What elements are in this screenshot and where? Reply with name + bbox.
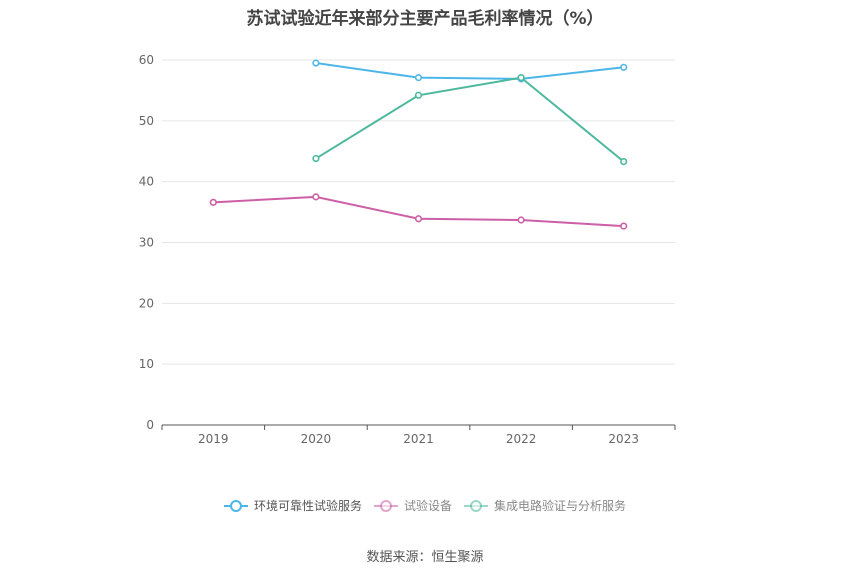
- legend-label: 试验设备: [403, 499, 452, 513]
- legend-item[interactable]: 集成电路验证与分析服务: [464, 497, 626, 514]
- series-1: [209, 193, 628, 230]
- data-point: [312, 193, 320, 201]
- data-point: [414, 74, 423, 82]
- axes: 0 10 20 30 40 50 60 2019 2020 2021 2022 2023: [139, 53, 676, 446]
- x-tick-label: 2019: [198, 432, 229, 446]
- legend-label: 环境可靠性试验服务: [253, 499, 362, 513]
- data-point: [620, 157, 628, 166]
- data-point: [517, 216, 525, 224]
- y-tick-label: 20: [139, 296, 154, 310]
- legend-line-circle-icon: [464, 499, 488, 512]
- chart-title: 苏试试验近年来部分主要产品毛利率情况（%）: [246, 9, 604, 29]
- legend: 环境可靠性试验服务 试验设备 集成电路验证与分析服务: [0, 497, 850, 514]
- legend-circle: [470, 499, 482, 512]
- legend-item[interactable]: 环境可靠性试验服务: [223, 497, 362, 514]
- data-point: [517, 74, 525, 82]
- x-tick-label: 2022: [506, 432, 537, 446]
- y-tick-label: 50: [139, 114, 154, 128]
- series-0: [312, 59, 628, 83]
- series-2: [312, 74, 628, 166]
- y-tick-label: 30: [139, 236, 154, 250]
- legend-line-circle-icon: [223, 499, 248, 512]
- data-point: [414, 91, 423, 99]
- y-tick-label: 40: [139, 175, 154, 189]
- data-point: [312, 154, 320, 163]
- series-line: [315, 62, 624, 80]
- x-tick-label: 2021: [403, 432, 434, 446]
- data-point: [414, 215, 423, 223]
- legend-circle: [229, 499, 242, 512]
- y-tick-label: 10: [139, 357, 154, 371]
- legend-line-circle-icon: [373, 499, 398, 512]
- legend-item[interactable]: 试验设备: [373, 497, 452, 514]
- data-point: [209, 198, 217, 206]
- legend-label: 集成电路验证与分析服务: [494, 499, 627, 513]
- series-lines: [209, 59, 628, 230]
- data-point: [620, 63, 628, 71]
- data-point: [312, 59, 320, 67]
- y-tick-label: 0: [146, 418, 154, 432]
- grid: [162, 59, 675, 365]
- source-note: 数据来源：恒生聚源: [366, 550, 484, 565]
- x-tick-label: 2023: [608, 432, 639, 446]
- line-chart: 0 10 20 30 40 50 60 2019 2020 2021 2022 2023: [139, 53, 676, 446]
- data-point: [620, 222, 628, 230]
- legend-circle: [379, 499, 392, 512]
- series-line: [315, 76, 625, 163]
- x-tick-label: 2020: [301, 432, 332, 446]
- y-tick-label: 60: [139, 53, 154, 67]
